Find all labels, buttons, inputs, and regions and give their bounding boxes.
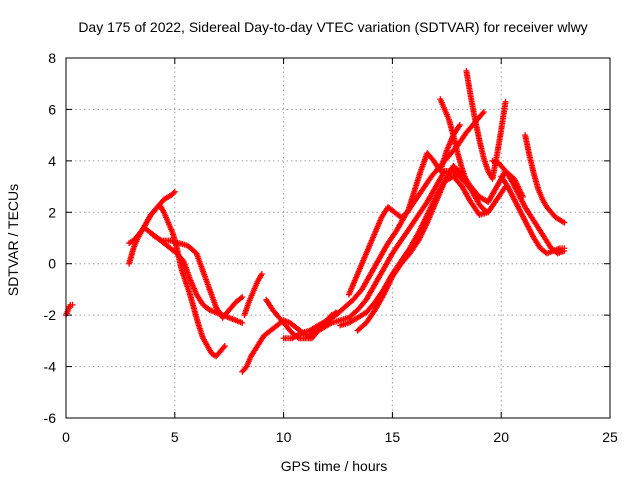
x-tick-label: 25	[602, 429, 618, 445]
series-seg3	[126, 201, 228, 360]
data-point-marker	[239, 294, 246, 301]
x-tick-label: 15	[385, 429, 401, 445]
series-seg17	[498, 173, 568, 257]
plot-frame	[65, 57, 611, 419]
y-tick-label: 8	[48, 50, 56, 66]
grid-lines	[66, 58, 610, 418]
series-seg7	[241, 271, 265, 319]
y-tick-label: -6	[44, 410, 57, 426]
series-seg18	[522, 132, 568, 226]
data-point-marker	[502, 98, 509, 105]
data-point-marker	[220, 344, 227, 351]
y-tick-label: 4	[48, 153, 56, 169]
data-point-marker	[69, 301, 76, 308]
data-point-marker	[171, 188, 178, 195]
y-tick-labels: -6 -4 -2 0 2 4 6 8	[44, 50, 57, 426]
series-seg15	[463, 67, 509, 182]
data-point-marker	[237, 295, 244, 302]
x-tick-labels: 0 5 10 15 20 25	[62, 429, 618, 445]
y-tick-label: -4	[44, 359, 57, 375]
series-seg1	[63, 301, 76, 319]
chart-title: Day 175 of 2022, Sidereal Day-to-day VTE…	[78, 19, 587, 35]
x-axis-title: GPS time / hours	[281, 458, 388, 474]
data-point-marker	[561, 219, 568, 226]
y-tick-label: -2	[44, 307, 57, 323]
data-point-marker	[479, 110, 486, 117]
series-seg13	[345, 121, 463, 298]
x-tick-label: 0	[62, 429, 70, 445]
data-point-marker	[258, 271, 265, 277]
x-tick-label: 5	[171, 429, 179, 445]
series-seg5	[150, 232, 246, 321]
data-points	[63, 67, 568, 375]
series-seg14	[437, 96, 492, 216]
data-point-marker	[561, 245, 568, 252]
y-tick-label: 0	[48, 256, 56, 272]
y-axis-title: SDTVAR / TECUs	[5, 184, 21, 296]
data-point-marker	[239, 319, 246, 326]
data-point-marker	[456, 121, 463, 128]
data-point-marker	[170, 190, 177, 196]
series-seg12	[354, 163, 526, 334]
x-tick-label: 20	[493, 429, 509, 445]
axis-ticks	[65, 57, 611, 419]
data-point-marker	[221, 343, 228, 349]
data-point-marker	[485, 209, 492, 216]
x-tick-label: 10	[276, 429, 292, 445]
data-point-marker	[480, 109, 487, 115]
y-tick-label: 6	[48, 101, 56, 117]
y-tick-label: 2	[48, 204, 56, 220]
